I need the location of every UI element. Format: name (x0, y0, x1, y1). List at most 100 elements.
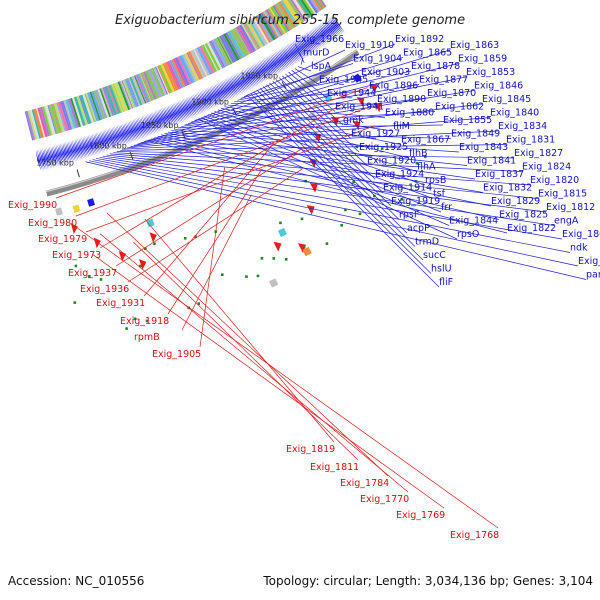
feature-block (292, 0, 309, 21)
feature-block (157, 65, 171, 94)
gc-marker (279, 221, 282, 225)
forward-arrow (49, 146, 56, 168)
forward-arrow (236, 72, 248, 92)
forward-arrow (330, 16, 343, 35)
forward-arrow (319, 23, 332, 42)
forward-arrow (220, 80, 231, 101)
feature-block (121, 80, 134, 109)
feature-block (178, 55, 195, 84)
feature-block (300, 0, 314, 17)
forward-arrow (147, 113, 156, 135)
forward-gene-label: Exig_1892 (395, 34, 444, 45)
forward-arrow (177, 100, 187, 121)
forward-arrow (69, 140, 76, 162)
forward-arrow (252, 63, 264, 83)
feature-block (117, 81, 131, 111)
forward-arrow (239, 70, 250, 91)
feature-block (153, 67, 167, 96)
reverse-gene-label: Exig_1768 (450, 530, 499, 541)
forward-arrow (114, 125, 122, 147)
feature-block (145, 70, 160, 99)
forward-arrow (67, 140, 75, 163)
forward-gene-label: Exig_1831 (506, 135, 555, 146)
gc-marker (344, 208, 347, 212)
forward-gene-label: Exig_1904 (353, 54, 402, 65)
forward-leader (234, 90, 370, 103)
forward-gene-label: Exig_1890 (377, 94, 426, 105)
feature-block (272, 5, 290, 32)
forward-arrow (309, 30, 322, 49)
forward-arrow (198, 91, 208, 112)
feature-block (67, 98, 80, 128)
feature-block (208, 41, 224, 69)
feature-block (139, 73, 152, 102)
feature-block (315, 0, 324, 10)
forward-arrow (316, 25, 329, 44)
feature-block (219, 35, 236, 64)
feature-block (242, 23, 258, 51)
forward-arrow (103, 129, 111, 151)
feature-block (241, 23, 257, 51)
gc-marker (256, 274, 260, 278)
forward-arrow (127, 121, 136, 142)
feature-block (152, 67, 165, 96)
reverse-leader (144, 218, 335, 443)
accession-text: Accession: NC_010556 (8, 574, 144, 588)
feature-block (120, 80, 133, 110)
gc-marker (133, 317, 137, 321)
feature-block (190, 50, 205, 79)
forward-arrow (265, 56, 276, 76)
forward-arrow (196, 92, 207, 113)
feature-block (242, 23, 259, 50)
forward-leader (127, 117, 491, 149)
forward-leader (184, 84, 420, 126)
forward-gene-label: Exig_1800 (562, 229, 600, 240)
forward-arrow (41, 148, 47, 170)
kbp-tick-label: 1850 kbp (141, 121, 179, 130)
forward-arrow (184, 97, 194, 118)
forward-arrow (78, 137, 86, 159)
forward-arrow (278, 49, 290, 69)
reverse-gene-label: Exig_1770 (360, 494, 409, 505)
forward-arrow (281, 47, 294, 66)
feature-block (193, 48, 208, 77)
feature-block (216, 37, 232, 65)
forward-arrow (148, 113, 157, 134)
backbone-ring (45, 49, 360, 197)
feature-block (36, 108, 46, 138)
reverse-feature (269, 278, 279, 288)
feature-block (44, 105, 56, 135)
forward-gene-label: gmk (343, 115, 364, 126)
kbp-tick-label: 1800 kbp (89, 141, 127, 150)
forward-arrow (131, 119, 140, 141)
feature-block (47, 105, 57, 135)
forward-arrow (219, 81, 230, 101)
forward-arrow (113, 126, 121, 148)
forward-leader (120, 144, 507, 151)
forward-arrow (235, 72, 246, 93)
forward-leader (194, 43, 396, 121)
forward-gene-label: Exig_1855 (443, 115, 492, 126)
feature-block (85, 93, 97, 122)
reverse-gene-label: rpmB (134, 332, 160, 343)
forward-arrow (161, 107, 170, 129)
feature-layer (24, 0, 427, 330)
forward-arrow (240, 70, 251, 90)
reverse-leader (70, 223, 499, 529)
forward-leader (177, 111, 436, 129)
forward-arrow (124, 122, 133, 143)
feature-block (265, 9, 283, 36)
reverse-gene-label: Exig_1936 (80, 284, 129, 295)
forward-gene-label: Exig_1841 (467, 156, 516, 167)
forward-gene-label: Exig_1834 (498, 121, 547, 132)
forward-leader (256, 89, 416, 247)
forward-arrow (306, 31, 319, 51)
reverse-arrow (309, 182, 318, 193)
forward-arrow (87, 134, 95, 156)
feature-block (280, 0, 298, 27)
forward-arrow (83, 136, 91, 158)
feature-block (216, 37, 231, 65)
feature-block (281, 0, 299, 26)
map-title: Exiguobacterium sibiricum 255-15, comple… (115, 13, 465, 28)
